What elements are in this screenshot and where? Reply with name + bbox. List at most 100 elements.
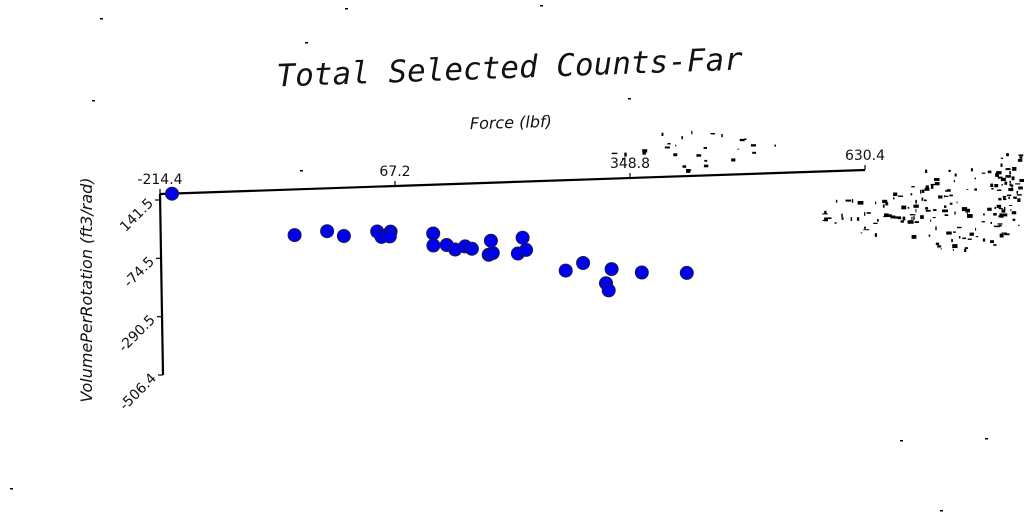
noise-speck bbox=[946, 232, 952, 235]
noise-speck bbox=[775, 145, 777, 147]
noise-speck bbox=[967, 213, 968, 214]
noise-speck bbox=[883, 204, 885, 207]
noise-speck bbox=[1004, 207, 1005, 210]
noise-speck bbox=[967, 214, 973, 218]
noise-speck bbox=[704, 160, 707, 162]
noise-speck bbox=[998, 177, 1003, 179]
noise-speck bbox=[696, 154, 701, 157]
noise-speck bbox=[864, 227, 866, 229]
noise-speck bbox=[1002, 184, 1003, 186]
noise-speck bbox=[1018, 225, 1019, 226]
data-point bbox=[577, 257, 590, 270]
noise-speck bbox=[1007, 195, 1011, 197]
data-point bbox=[635, 266, 648, 279]
noise-speck bbox=[305, 42, 308, 44]
x-axis-label: Force (lbf) bbox=[470, 112, 552, 133]
noise-speck bbox=[540, 5, 543, 7]
noise-speck bbox=[982, 221, 985, 222]
noise-speck bbox=[944, 195, 945, 197]
noise-speck bbox=[875, 233, 877, 237]
noise-speck bbox=[957, 202, 958, 204]
noise-speck bbox=[940, 510, 943, 512]
noise-speck bbox=[893, 193, 897, 197]
noise-speck bbox=[974, 188, 977, 190]
noise-speck bbox=[704, 147, 707, 149]
y-tick-label: -290.5 bbox=[116, 312, 159, 355]
noise-speck bbox=[975, 228, 976, 231]
noise-speck bbox=[997, 205, 1002, 208]
noise-speck bbox=[931, 185, 934, 189]
noise-speck bbox=[1019, 179, 1024, 182]
noise-speck bbox=[926, 185, 929, 189]
noise-speck bbox=[877, 219, 879, 222]
noise-speck bbox=[863, 229, 869, 230]
noise-speck bbox=[1017, 194, 1022, 195]
noise-speck bbox=[886, 214, 892, 217]
noise-speck bbox=[913, 205, 918, 208]
x-tick-label: -214.4 bbox=[137, 172, 182, 188]
noise-speck bbox=[912, 235, 917, 239]
noise-speck bbox=[882, 200, 887, 203]
noise-speck bbox=[900, 440, 903, 442]
noise-speck bbox=[954, 212, 955, 215]
data-point bbox=[337, 230, 350, 243]
data-point bbox=[605, 263, 618, 276]
data-point bbox=[166, 187, 179, 200]
noise-speck bbox=[922, 198, 924, 201]
noise-speck bbox=[950, 203, 953, 205]
noise-speck bbox=[990, 240, 994, 243]
noise-speck bbox=[751, 144, 756, 146]
noise-speck bbox=[967, 189, 969, 190]
noise-speck bbox=[667, 143, 670, 145]
noise-speck bbox=[924, 200, 927, 202]
noise-speck bbox=[1009, 205, 1012, 206]
noise-speck bbox=[951, 239, 953, 242]
noise-speck bbox=[993, 213, 997, 216]
noise-speck bbox=[1001, 164, 1003, 167]
noise-speck bbox=[920, 190, 921, 194]
noise-speck bbox=[643, 151, 646, 155]
noise-speck bbox=[953, 231, 956, 233]
noise-speck bbox=[945, 196, 948, 197]
noise-speck bbox=[926, 210, 931, 212]
noise-speck bbox=[968, 239, 972, 240]
noise-speck bbox=[925, 170, 927, 174]
noise-speck bbox=[934, 178, 940, 181]
noise-speck bbox=[1014, 197, 1016, 200]
noise-speck bbox=[835, 222, 837, 223]
noise-speck bbox=[345, 8, 348, 10]
noise-speck bbox=[628, 98, 631, 100]
noise-speck bbox=[915, 209, 916, 212]
noise-speck bbox=[300, 170, 303, 172]
noise-speck bbox=[1008, 197, 1010, 199]
noise-speck bbox=[949, 170, 951, 172]
noise-speck bbox=[1006, 168, 1011, 170]
noise-speck bbox=[929, 235, 931, 237]
y-axis-line bbox=[160, 194, 163, 375]
y-tick-label: 141.5 bbox=[117, 196, 157, 236]
noise-speck bbox=[998, 198, 1001, 201]
noise-speck bbox=[867, 212, 871, 214]
noise-speck bbox=[1008, 188, 1013, 191]
noise-speck bbox=[945, 190, 949, 192]
noise-speck bbox=[824, 211, 826, 214]
noise-speck bbox=[92, 100, 95, 102]
noise-speck bbox=[846, 200, 852, 202]
data-point bbox=[427, 227, 440, 240]
noise-speck bbox=[1018, 187, 1023, 190]
data-point bbox=[486, 247, 499, 260]
chart-title: Total Selected Counts-Far bbox=[276, 41, 744, 94]
noise-speck bbox=[731, 158, 735, 161]
noise-speck bbox=[975, 178, 976, 180]
noise-speck bbox=[999, 213, 1002, 217]
y-axis-ticks: 141.5-74.5-290.5-506.4 bbox=[116, 196, 163, 414]
x-axis-line bbox=[160, 170, 865, 194]
noise-speck bbox=[908, 207, 910, 209]
noise-speck bbox=[999, 208, 1003, 209]
data-point bbox=[516, 231, 529, 244]
y-tick-label: -74.5 bbox=[121, 254, 158, 291]
noise-speck bbox=[994, 184, 998, 187]
noise-speck bbox=[1017, 198, 1020, 202]
noise-speck bbox=[964, 249, 966, 252]
